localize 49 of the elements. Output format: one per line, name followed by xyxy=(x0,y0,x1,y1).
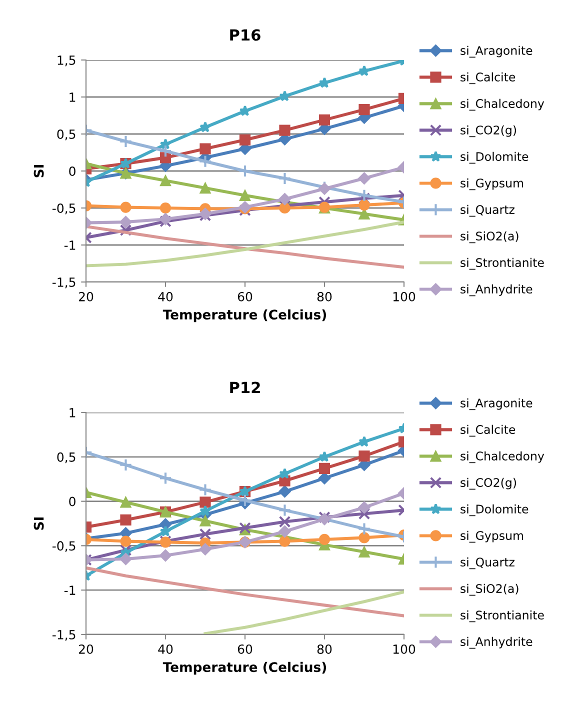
y-tick-label: -0,5 xyxy=(52,541,76,552)
legend-label: si_Aragonite xyxy=(460,46,532,58)
legend-label: si_Quartz xyxy=(460,204,514,217)
x-axis-title: Temperature (Celcius) xyxy=(162,309,326,322)
legend-label: si_Calcite xyxy=(460,424,516,437)
x-tick-label: 40 xyxy=(158,644,173,654)
x-tick-label: 20 xyxy=(78,644,94,654)
legend-label: si_Aragonite xyxy=(460,398,532,410)
legend-label: si_Calcite xyxy=(460,72,516,84)
y-tick-label: 1 xyxy=(70,408,76,418)
x-tick-label: 100 xyxy=(393,292,416,302)
y-tick-label: 0,5 xyxy=(57,452,76,464)
y-tick-label: 0,5 xyxy=(57,129,76,140)
y-tick-label: -1 xyxy=(64,586,76,595)
legend-label: si_Anhydrite xyxy=(460,284,532,296)
y-tick-label: -1,5 xyxy=(52,278,76,288)
x-tick-label: 100 xyxy=(393,644,416,654)
x-axis-title: Temperature (Celcius) xyxy=(162,662,326,675)
y-axis-title: SI xyxy=(34,165,44,178)
legend-label: si_Dolomite xyxy=(460,152,528,164)
y-tick-label: 0 xyxy=(69,166,76,176)
legend-label: si_Quartz xyxy=(460,557,514,570)
y-tick-label: -1 xyxy=(64,240,76,250)
legend-label: si_SiO2(a) xyxy=(460,231,518,244)
x-tick-label: 80 xyxy=(317,292,332,302)
legend-label: si_Chalcedony xyxy=(460,451,544,464)
y-axis-title: SI xyxy=(34,518,44,530)
legend-label: si_SiO2(a) xyxy=(460,584,518,596)
legend-label: si_CO2(g) xyxy=(460,125,516,138)
legend-label: si_Chalcedony xyxy=(460,98,544,111)
x-tick-label: 40 xyxy=(158,292,173,302)
legend-label: si_Gypsum xyxy=(460,530,524,543)
chart-title: P16 xyxy=(230,29,260,41)
legend-label: si_Strontianite xyxy=(460,610,544,622)
y-tick-label: 1 xyxy=(70,92,76,102)
legend-label: si_CO2(g) xyxy=(460,478,516,490)
y-tick-label: 1,5 xyxy=(58,56,76,66)
legend-label: si_Anhydrite xyxy=(460,636,532,649)
y-tick-label: -0,5 xyxy=(52,203,76,214)
y-tick-label: 0 xyxy=(69,496,76,506)
x-tick-label: 60 xyxy=(238,292,252,302)
legend-label: si_Gypsum xyxy=(460,178,524,190)
legend-label: si_Strontianite xyxy=(460,258,544,270)
x-tick-label: 60 xyxy=(238,644,252,654)
legend-label: si_Dolomite xyxy=(460,504,528,516)
x-tick-label: 80 xyxy=(317,644,332,654)
y-tick-label: -1,5 xyxy=(52,630,76,641)
x-tick-label: 20 xyxy=(78,292,94,302)
chart-title: P12 xyxy=(230,382,260,394)
